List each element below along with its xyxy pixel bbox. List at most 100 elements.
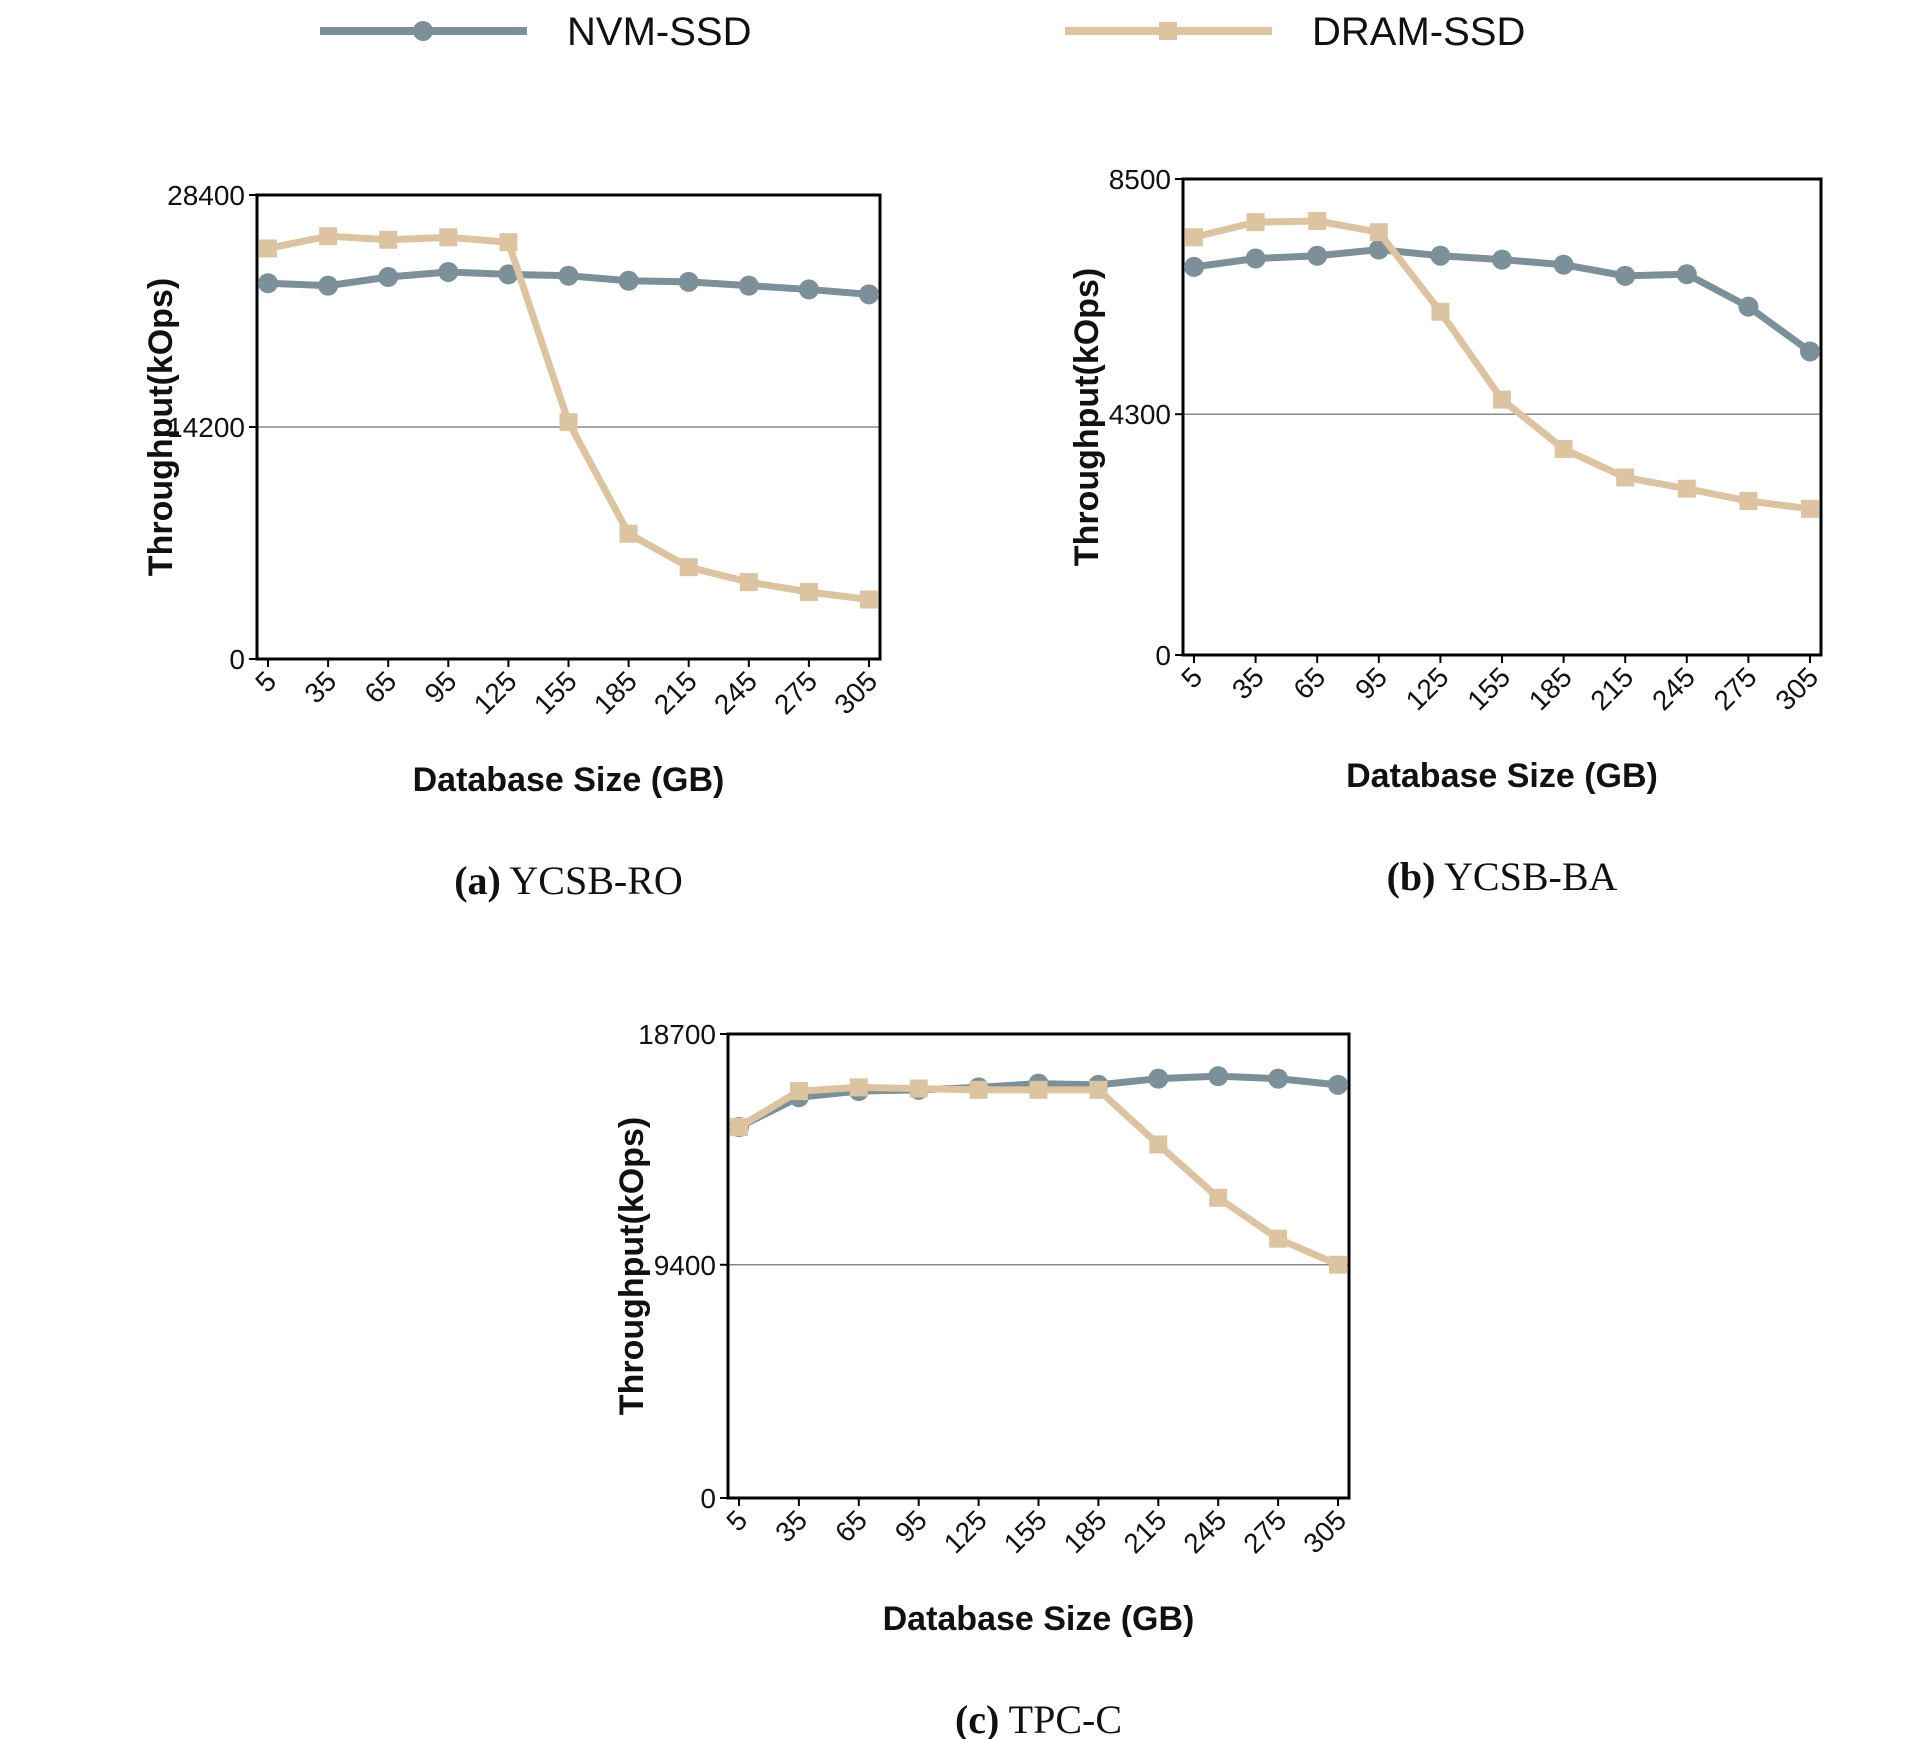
marker [1369, 223, 1388, 242]
caption-text: YCSB-RO [509, 858, 682, 903]
marker [679, 558, 698, 577]
marker [1149, 1135, 1168, 1154]
marker [1208, 1066, 1229, 1087]
x-tick-label: 245 [1646, 661, 1701, 716]
marker [1246, 213, 1265, 232]
caption-tag: (c) [955, 1697, 999, 1739]
marker [1553, 254, 1574, 275]
marker [1269, 1229, 1288, 1248]
marker [789, 1082, 808, 1101]
y-tick-label: 14200 [167, 412, 245, 443]
x-tick-label: 215 [648, 665, 703, 720]
marker [1029, 1080, 1048, 1099]
caption: (c) TPC-C [955, 1697, 1122, 1739]
marker [1184, 256, 1204, 277]
x-tick-label: 5 [249, 665, 282, 698]
caption-text: YCSB-BA [1444, 854, 1617, 899]
marker [439, 228, 458, 247]
x-tick-label: 305 [828, 665, 883, 720]
x-tick-label: 35 [769, 1504, 813, 1548]
x-tick-label: 95 [419, 665, 463, 709]
marker [619, 524, 638, 543]
marker [1738, 296, 1759, 317]
marker [1616, 468, 1635, 487]
x-tick-label: 275 [768, 665, 823, 720]
marker [1209, 1188, 1228, 1207]
x-tick-label: 215 [1118, 1504, 1173, 1559]
marker [849, 1078, 868, 1097]
marker [1800, 341, 1820, 362]
y-tick-label: 0 [229, 644, 245, 675]
marker [1308, 212, 1327, 230]
x-tick-label: 185 [588, 665, 643, 720]
marker [1328, 1074, 1348, 1095]
x-tick-label: 305 [1769, 661, 1824, 716]
y-tick-label: 18700 [638, 1019, 716, 1050]
marker [438, 261, 459, 282]
marker [618, 270, 639, 291]
y-tick-label: 4300 [1109, 399, 1171, 430]
marker [1615, 265, 1636, 286]
marker [859, 284, 879, 305]
marker [1268, 1068, 1289, 1089]
marker [1307, 245, 1328, 266]
marker [798, 279, 819, 300]
caption-text: TPC-C [1009, 1697, 1122, 1739]
marker [909, 1079, 928, 1098]
x-tick-label: 125 [1400, 661, 1455, 716]
x-tick-label: 215 [1584, 661, 1639, 716]
marker [1492, 249, 1512, 270]
marker [1089, 1080, 1108, 1099]
x-axis-title: Database Size (GB) [883, 1600, 1195, 1638]
marker [1430, 245, 1451, 266]
plot-frame [726, 1032, 1351, 1500]
marker [1148, 1068, 1169, 1089]
marker [499, 233, 518, 252]
caption-tag: (a) [454, 858, 501, 903]
marker [1431, 302, 1450, 321]
x-tick-label: 245 [708, 665, 763, 720]
marker [1245, 248, 1266, 269]
x-tick-label: 185 [1058, 1504, 1113, 1559]
y-tick-label: 9400 [654, 1250, 716, 1281]
x-tick-label: 65 [1287, 661, 1331, 705]
x-tick-label: 155 [998, 1504, 1053, 1559]
caption-tag: (b) [1387, 854, 1436, 899]
y-tick-label: 0 [700, 1483, 716, 1514]
y-tick-label: 0 [1155, 640, 1171, 671]
marker [319, 227, 338, 246]
legend-marker [413, 21, 433, 41]
marker [730, 1118, 748, 1137]
marker [1329, 1255, 1347, 1274]
x-axis-title: Database Size (GB) [413, 761, 725, 799]
y-axis-title: Throughput(kOps) [1068, 268, 1106, 566]
marker [259, 239, 277, 258]
marker [1493, 390, 1511, 409]
marker [738, 275, 759, 296]
x-tick-label: 155 [528, 665, 583, 720]
marker [1368, 239, 1389, 260]
marker [1554, 439, 1573, 458]
marker [559, 413, 578, 432]
marker [678, 271, 699, 292]
y-tick-label: 8500 [1109, 164, 1171, 195]
legend-marker [1159, 22, 1177, 40]
y-axis-title: Throughput(kOps) [142, 278, 180, 576]
marker [799, 583, 818, 602]
x-tick-label: 35 [298, 665, 342, 709]
marker [558, 265, 579, 286]
x-tick-label: 95 [1349, 661, 1393, 705]
marker [1677, 479, 1696, 498]
x-axis-title: Database Size (GB) [1346, 757, 1658, 795]
y-axis-title: Throughput(kOps) [613, 1117, 651, 1415]
x-tick-label: 35 [1226, 661, 1270, 705]
x-tick-label: 155 [1461, 661, 1516, 716]
legend-label: DRAM-SSD [1312, 10, 1525, 54]
x-tick-label: 275 [1237, 1504, 1292, 1559]
x-tick-label: 275 [1708, 661, 1763, 716]
marker [1676, 264, 1697, 285]
y-tick-label: 28400 [167, 180, 245, 211]
x-tick-label: 5 [720, 1504, 753, 1537]
series-line [737, 1083, 1340, 1268]
